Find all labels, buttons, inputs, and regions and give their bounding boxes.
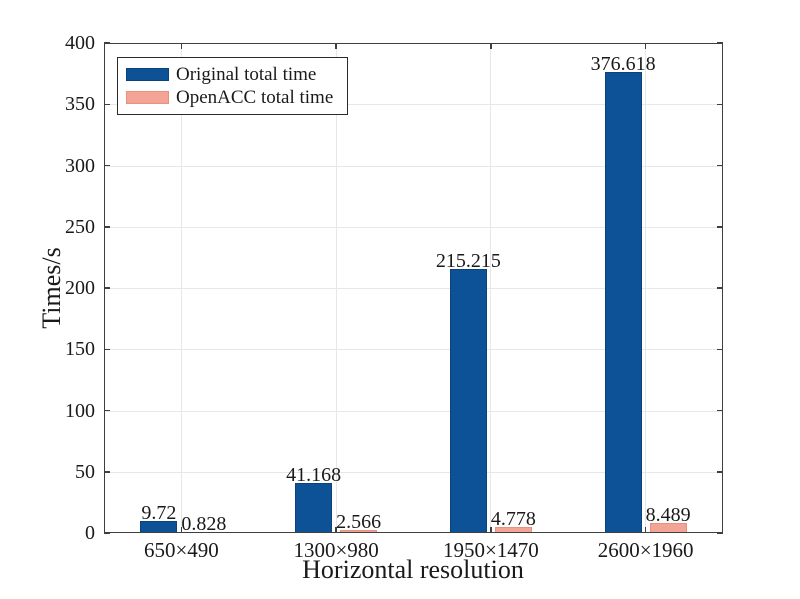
- y-axis-tick: [717, 226, 723, 228]
- gridline-vertical: [645, 43, 647, 533]
- bar-value-label: 2.566: [336, 510, 382, 533]
- bar-value-label: 9.72: [141, 502, 177, 525]
- y-axis-label: Times/s: [37, 247, 66, 329]
- gridline-horizontal: [104, 471, 723, 473]
- x-axis-tick: [490, 43, 492, 49]
- x-tick-label: 1300×980: [293, 538, 379, 562]
- y-axis-tick: [104, 42, 110, 44]
- plot-area: 9.72 41.168 215.215 376.618 0.828 2.566 4.778 8…: [104, 42, 723, 535]
- y-tick-label: 100: [65, 399, 95, 422]
- x-tick-label: 1950×1470: [442, 538, 539, 562]
- y-axis-tick: [717, 103, 723, 105]
- x-axis-tick: [180, 527, 183, 533]
- x-axis-tick: [644, 527, 647, 533]
- y-axis-tick: [104, 532, 110, 534]
- gridline-horizontal: [104, 288, 723, 289]
- legend-label: Original total time: [176, 63, 317, 85]
- y-axis-tick: [104, 287, 110, 289]
- y-axis-tick: [717, 532, 723, 534]
- x-tick-label: 650×490: [143, 538, 219, 562]
- bar-value-label: 8.489: [645, 503, 691, 526]
- bar-value-label: 41.168: [286, 463, 342, 486]
- bar-original-total-time: [449, 269, 487, 533]
- bar-original-total-time: [295, 482, 333, 533]
- legend-swatch-original-total-time: [126, 68, 169, 81]
- gridline-horizontal: [104, 104, 723, 106]
- x-axis-tick: [644, 43, 647, 49]
- bar-value-label: 376.618: [590, 52, 656, 75]
- bar-value-label: 215.215: [435, 250, 501, 273]
- x-axis-tick: [490, 527, 492, 533]
- y-tick-label: 50: [75, 460, 95, 483]
- x-axis-tick: [180, 43, 183, 49]
- legend-swatch-openacc-total-time: [126, 91, 169, 104]
- y-axis-tick: [717, 164, 723, 167]
- gridline-horizontal: [104, 410, 723, 412]
- gridline-vertical: [335, 43, 337, 533]
- y-tick-label: 200: [65, 277, 95, 299]
- legend-entries: Original total time OpenACC total time: [126, 63, 333, 109]
- x-axis-label: Horizontal resolution: [302, 555, 524, 584]
- y-axis-tick: [717, 287, 723, 289]
- gridline-vertical: [490, 43, 492, 533]
- legend-label: OpenACC total time: [176, 86, 334, 108]
- x-axis-tick: [335, 43, 337, 49]
- gridline-vertical: [180, 43, 182, 533]
- y-axis-tick: [717, 471, 723, 473]
- y-tick-label: 0: [85, 522, 95, 544]
- y-axis-tick: [104, 348, 110, 350]
- y-axis-tick: [104, 103, 110, 105]
- legend: Original total time OpenACC total time: [117, 57, 349, 115]
- legend-entry: Original total time: [126, 63, 333, 86]
- y-axis-tick: [104, 226, 110, 228]
- gridline-horizontal: [104, 165, 723, 167]
- bar-value-label: 4.778: [490, 508, 536, 531]
- x-axis-tick: [335, 527, 337, 533]
- y-tick-label: 400: [65, 32, 95, 54]
- y-tick-label: 350: [65, 93, 95, 116]
- y-axis-tick: [717, 348, 723, 350]
- y-axis-tick: [104, 164, 110, 167]
- x-tick-label: 2600×1960: [597, 538, 694, 562]
- y-axis-tick: [104, 471, 110, 473]
- y-axis-tick: [104, 409, 110, 412]
- y-tick-label: 250: [65, 215, 95, 238]
- gridline-horizontal: [104, 226, 723, 228]
- y-tick-label: 300: [65, 154, 95, 177]
- bar-value-label: 0.828: [181, 512, 227, 535]
- legend-entry: OpenACC total time: [126, 86, 333, 109]
- bar-original-total-time: [604, 71, 642, 533]
- y-axis-tick: [717, 409, 723, 412]
- y-axis-tick: [717, 42, 723, 44]
- gridline-horizontal: [104, 349, 723, 351]
- y-tick-label: 150: [65, 338, 95, 361]
